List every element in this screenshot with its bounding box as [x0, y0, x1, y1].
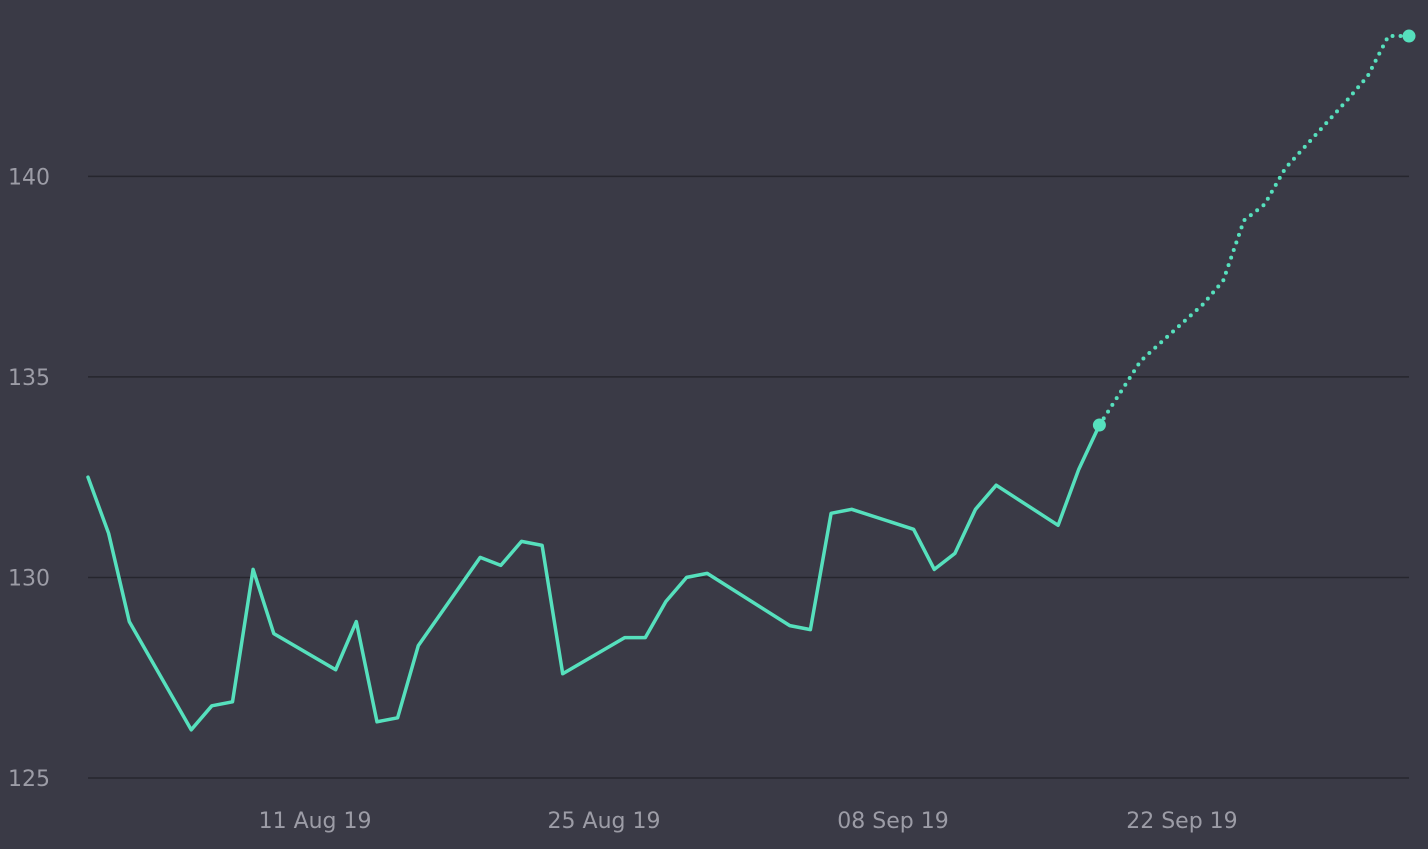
x-tick-label: 11 Aug 19 [259, 809, 372, 834]
x-tick-label: 08 Sep 19 [837, 809, 948, 834]
y-tick-label: 135 [8, 366, 50, 391]
y-tick-label: 125 [8, 767, 50, 792]
last-actual-point-marker [1092, 418, 1106, 432]
forecast-end-point-marker [1402, 29, 1416, 43]
forecast-series-line [1097, 34, 1411, 428]
x-tick-label: 22 Sep 19 [1126, 809, 1237, 834]
y-axis-ticks: 125 130 135 140 [8, 165, 50, 792]
x-axis-ticks: 11 Aug 19 25 Aug 19 08 Sep 19 22 Sep 19 [259, 809, 1238, 834]
markers-layer [1092, 29, 1416, 432]
series-layer [86, 34, 1411, 732]
y-tick-label: 140 [8, 165, 50, 190]
price-series-line [86, 423, 1102, 732]
y-tick-label: 130 [8, 566, 50, 591]
grid-lines [88, 175, 1409, 779]
x-tick-label: 25 Aug 19 [548, 809, 661, 834]
